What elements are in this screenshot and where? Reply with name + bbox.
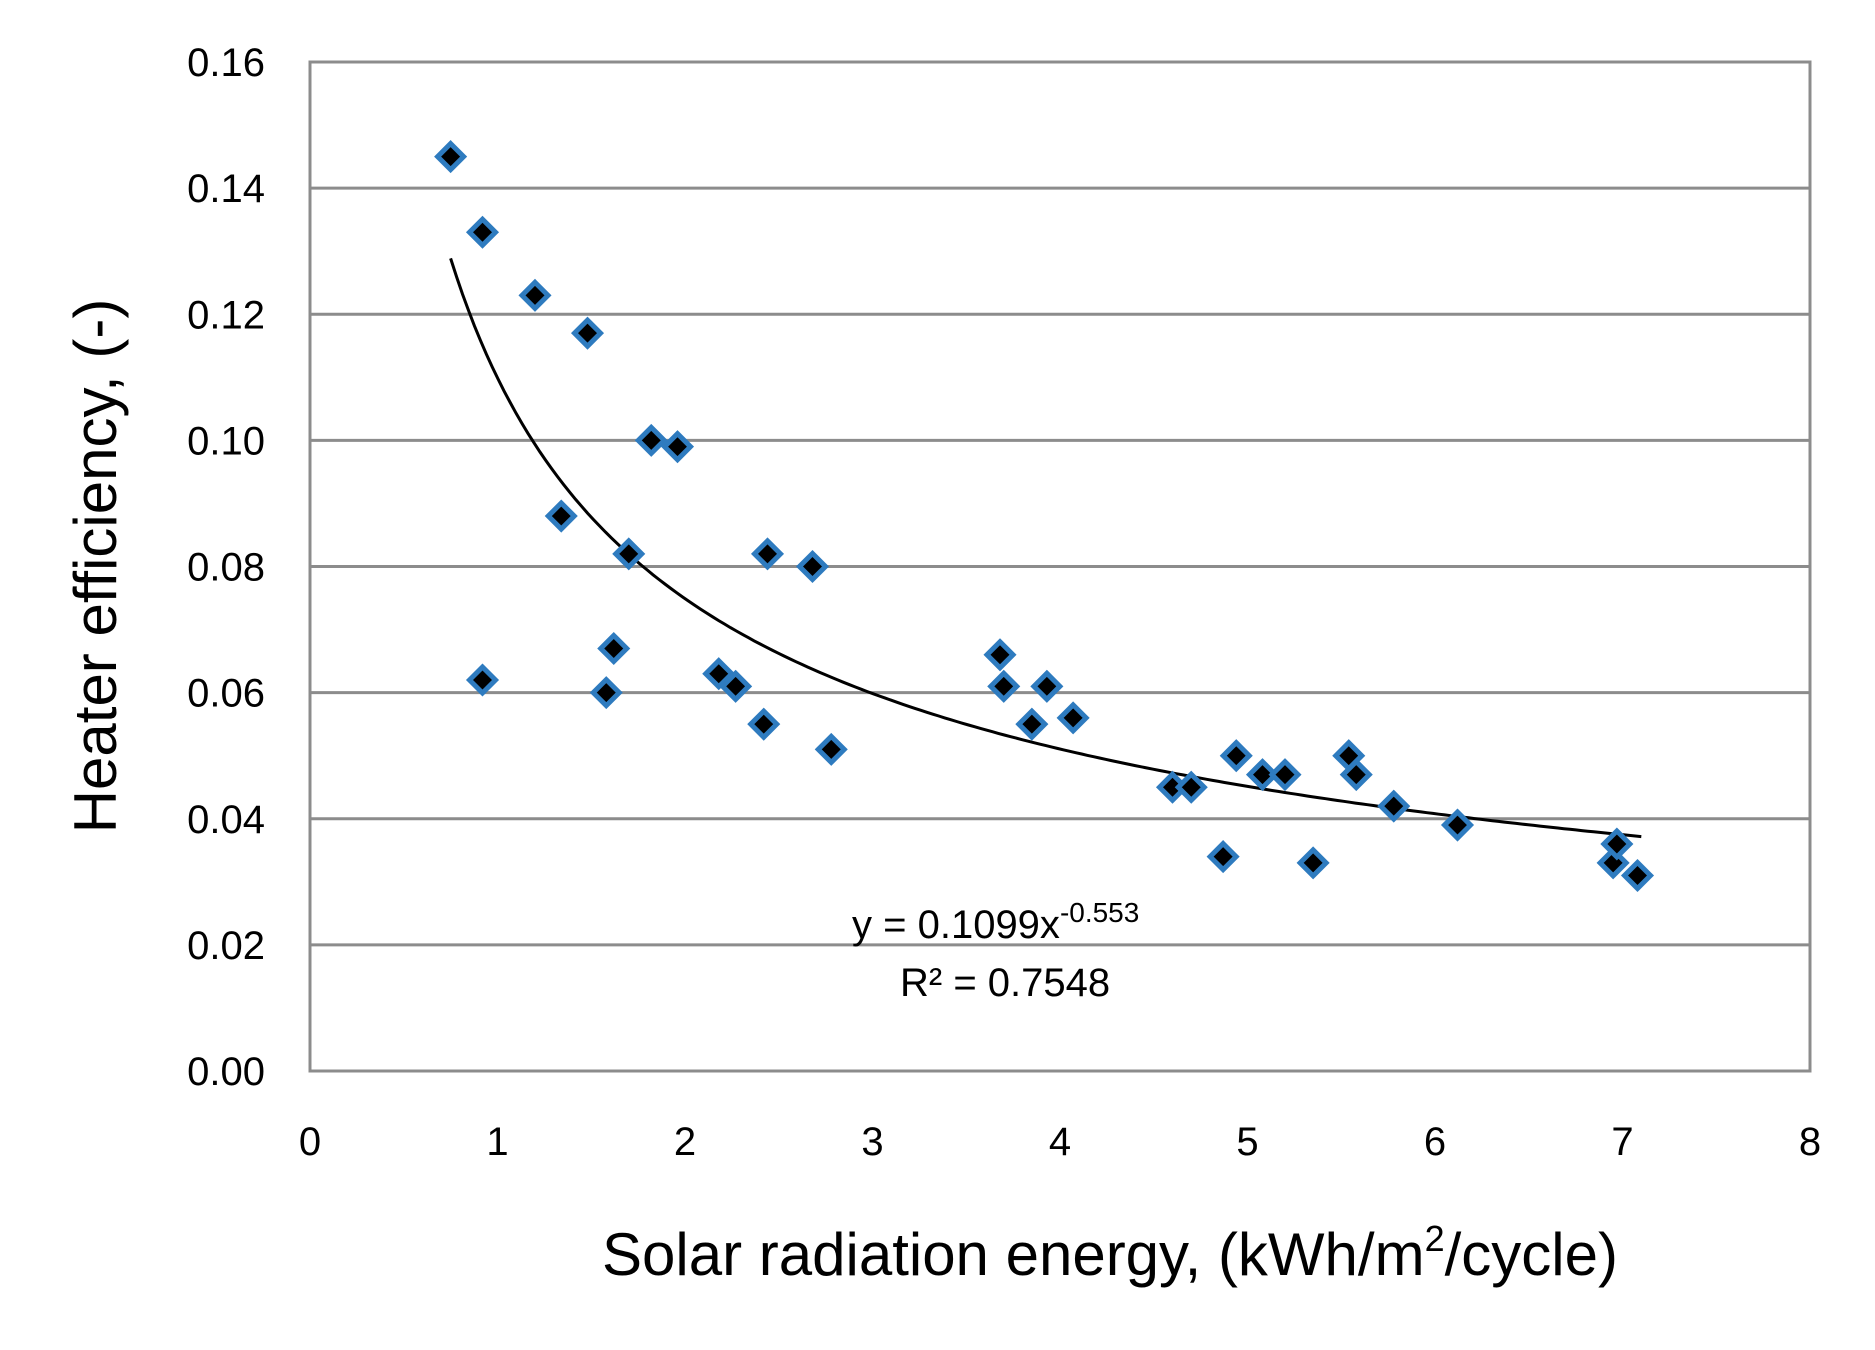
data-point-13 [747, 707, 781, 741]
y-tick-label: 0.08 [187, 546, 265, 590]
data-point-31 [1377, 789, 1411, 823]
data-point-8 [612, 537, 646, 571]
x-tick-label: 0 [299, 1120, 321, 1164]
data-point-3 [518, 278, 552, 312]
trendline-equation-main: y = 0.1099x [852, 903, 1060, 947]
trendline-equation: y = 0.1099x-0.553 [852, 897, 1139, 947]
data-point-23 [1174, 770, 1208, 804]
data-point-0 [434, 140, 468, 174]
x-axis-title-tail: /cycle) [1445, 1221, 1618, 1288]
data-point-25 [1219, 739, 1253, 773]
x-tick-label: 1 [486, 1120, 508, 1164]
x-tick-label: 7 [1611, 1120, 1633, 1164]
data-point-1 [465, 215, 500, 249]
data-point-9 [634, 423, 668, 457]
data-point-35 [1620, 858, 1655, 893]
y-tick-label: 0.00 [187, 1050, 265, 1094]
data-point-16 [814, 732, 848, 766]
x-tick-label: 4 [1049, 1120, 1071, 1164]
data-point-14 [750, 537, 785, 571]
y-tick-labels: 0.00 0.02 0.04 0.06 0.08 0.10 0.12 0.14 0.16 [187, 41, 265, 1094]
data-point-19 [1015, 707, 1049, 741]
x-tick-label: 3 [861, 1120, 883, 1164]
y-tick-label: 0.12 [187, 293, 265, 337]
grid-lines [310, 186, 1810, 947]
data-point-28 [1296, 846, 1330, 880]
data-points [434, 140, 1655, 893]
data-point-17 [983, 638, 1017, 672]
x-axis-title-sup: 2 [1425, 1218, 1445, 1259]
x-axis-title-main: Solar radiation energy, (kWh/m [602, 1221, 1425, 1288]
x-tick-labels: 0 1 2 3 4 5 6 7 8 [299, 1120, 1821, 1164]
data-point-18 [987, 669, 1021, 703]
data-point-10 [660, 430, 695, 464]
y-tick-label: 0.10 [187, 419, 265, 463]
y-tick-label: 0.16 [187, 41, 265, 85]
y-tick-label: 0.04 [187, 798, 265, 842]
data-point-27 [1268, 758, 1302, 792]
trendline-group [449, 257, 1642, 839]
data-point-4 [544, 499, 578, 533]
x-tick-label: 6 [1424, 1120, 1446, 1164]
data-point-2 [465, 663, 500, 697]
x-tick-label: 8 [1799, 1120, 1821, 1164]
x-tick-label: 2 [674, 1120, 696, 1164]
trendline [449, 257, 1642, 839]
data-point-24 [1206, 840, 1240, 874]
y-axis-title: Heater efficiency, (-) [62, 299, 129, 834]
trendline-equation-exp: -0.553 [1060, 897, 1139, 928]
data-point-30 [1339, 758, 1373, 792]
plot-area-border [308, 60, 1812, 1073]
data-point-12 [719, 669, 753, 703]
data-point-21 [1056, 701, 1090, 735]
x-axis-title: Solar radiation energy, (kWh/m2/cycle) [602, 1218, 1618, 1288]
data-point-32 [1440, 808, 1475, 842]
data-point-7 [597, 631, 631, 666]
data-point-26 [1245, 758, 1280, 792]
x-tick-label: 5 [1236, 1120, 1258, 1164]
data-point-5 [570, 316, 605, 350]
y-tick-label: 0.14 [187, 167, 265, 211]
y-tick-label: 0.02 [187, 924, 265, 968]
trendline-r-squared: R² = 0.7548 [900, 961, 1110, 1005]
data-point-15 [795, 549, 830, 584]
data-point-34 [1600, 827, 1634, 861]
data-point-20 [1030, 669, 1064, 703]
y-tick-label: 0.06 [187, 672, 265, 716]
data-point-6 [589, 676, 623, 710]
